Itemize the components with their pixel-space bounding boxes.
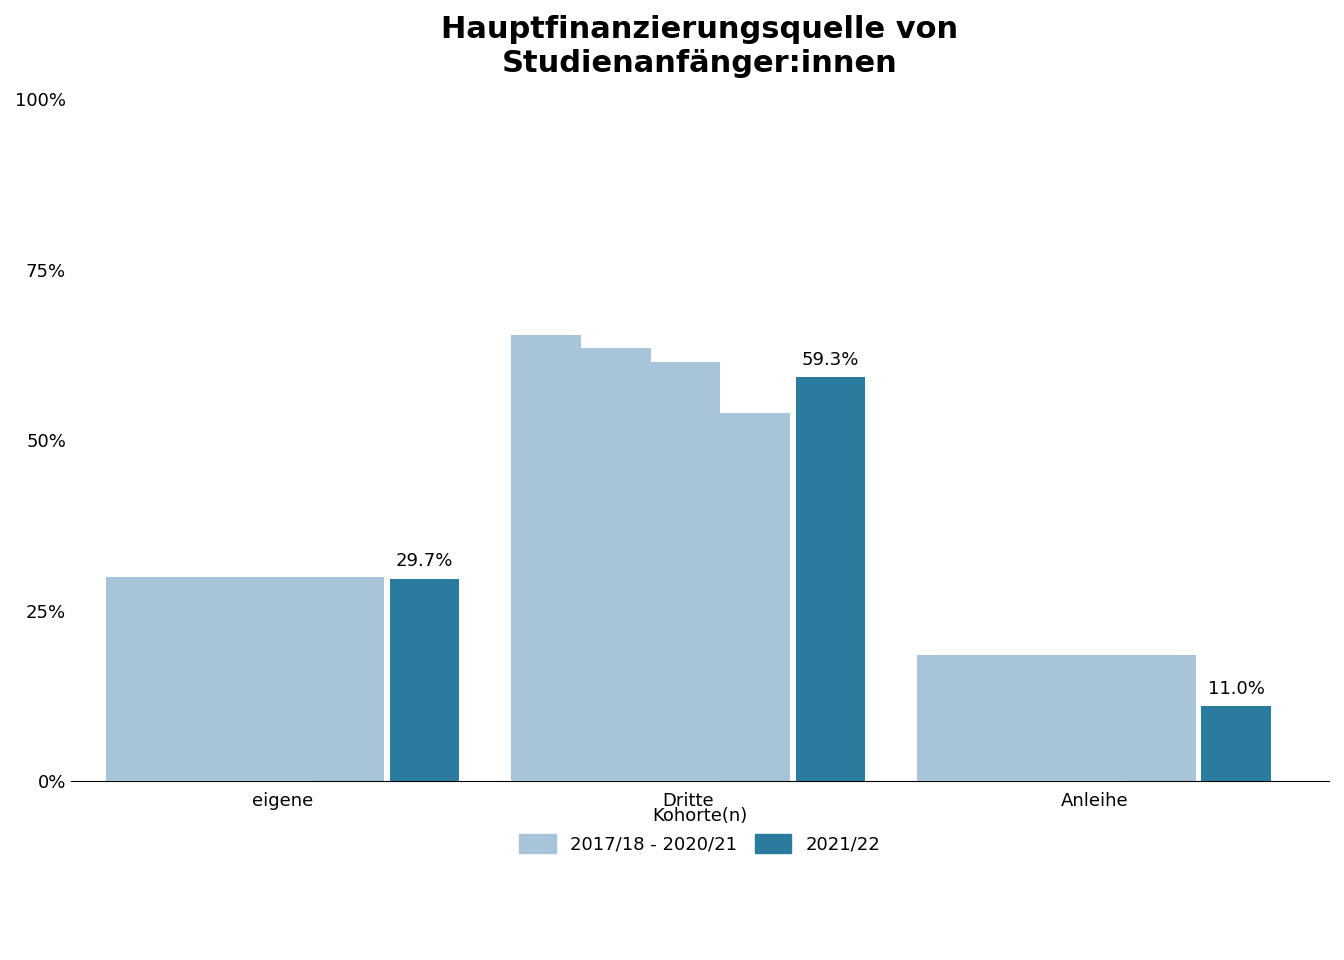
Bar bbox=[106, 635, 175, 781]
Bar bbox=[106, 577, 384, 781]
Bar bbox=[390, 579, 460, 781]
Bar bbox=[512, 335, 581, 781]
Bar bbox=[918, 665, 1126, 781]
Bar bbox=[796, 377, 866, 781]
Bar bbox=[918, 655, 1196, 781]
Legend: 2017/18 - 2020/21, 2021/22: 2017/18 - 2020/21, 2021/22 bbox=[512, 800, 887, 861]
Bar bbox=[106, 614, 314, 781]
Bar bbox=[918, 683, 986, 781]
Text: 11.0%: 11.0% bbox=[1208, 680, 1265, 698]
Bar bbox=[918, 676, 1056, 781]
Text: 29.7%: 29.7% bbox=[396, 552, 453, 570]
Title: Hauptfinanzierungsquelle von
Studienanfänger:innen: Hauptfinanzierungsquelle von Studienanfä… bbox=[441, 15, 958, 78]
Bar bbox=[106, 621, 245, 781]
Bar bbox=[1202, 707, 1271, 781]
Text: 59.3%: 59.3% bbox=[801, 350, 859, 369]
Bar bbox=[512, 362, 720, 781]
Bar bbox=[512, 348, 650, 781]
Bar bbox=[512, 413, 790, 781]
